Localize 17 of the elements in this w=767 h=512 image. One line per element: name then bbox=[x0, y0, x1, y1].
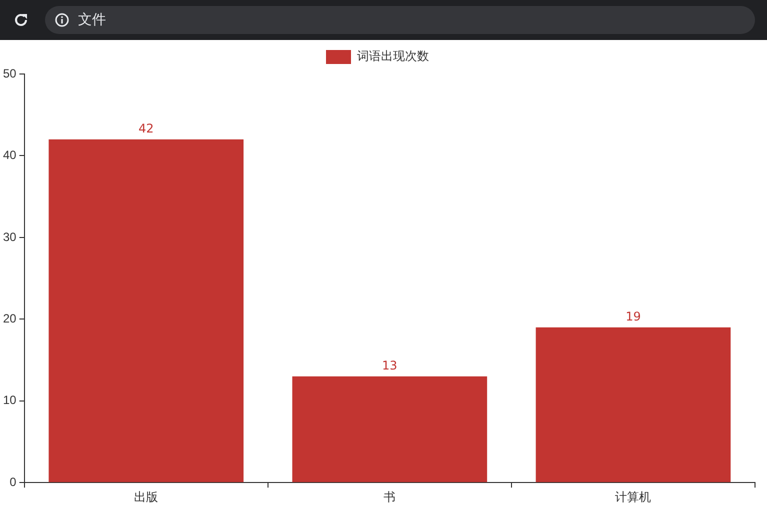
y-tick-label: 30 bbox=[2, 230, 17, 244]
x-tick-label: 出版 bbox=[134, 490, 158, 504]
y-tick-label: 40 bbox=[2, 148, 17, 162]
bar bbox=[292, 376, 488, 482]
bar bbox=[48, 139, 244, 482]
data-label: 42 bbox=[138, 122, 154, 136]
y-tick-label: 50 bbox=[2, 66, 17, 80]
y-tick-label: 20 bbox=[2, 311, 17, 326]
y-tick-label: 0 bbox=[10, 474, 17, 489]
data-label: 13 bbox=[382, 358, 398, 372]
x-tick-label: 书 bbox=[384, 490, 396, 504]
bar bbox=[536, 327, 731, 482]
text: 文件 bbox=[78, 12, 106, 28]
x-tick-label: 计算机 bbox=[615, 490, 652, 504]
data-label: 19 bbox=[626, 309, 641, 324]
y-tick-label: 10 bbox=[2, 393, 17, 408]
legend-label: 词语出现次数 bbox=[357, 49, 429, 64]
